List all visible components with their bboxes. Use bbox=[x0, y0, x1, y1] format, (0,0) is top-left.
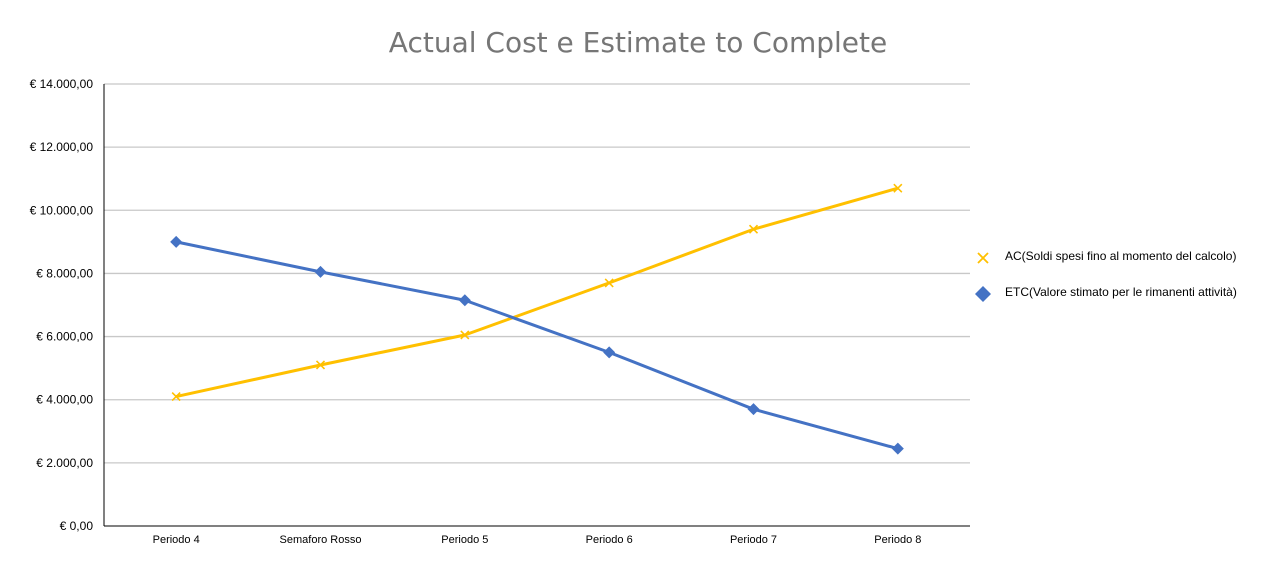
data-point bbox=[747, 403, 760, 416]
data-point bbox=[460, 330, 470, 340]
x-tick-label: Periodo 6 bbox=[586, 534, 633, 546]
data-point bbox=[603, 346, 616, 359]
data-point bbox=[170, 235, 183, 248]
y-tick-label: € 14.000,00 bbox=[30, 77, 94, 91]
series-group bbox=[170, 183, 904, 455]
y-tick-label: € 2.000,00 bbox=[36, 456, 93, 470]
legend-label: ETC(Valore stimato per le rimanenti atti… bbox=[1005, 285, 1237, 299]
data-point bbox=[748, 224, 759, 234]
y-tick-label: € 0,00 bbox=[60, 519, 94, 533]
data-point bbox=[891, 442, 904, 455]
y-tick-label: € 12.000,00 bbox=[30, 140, 94, 154]
data-point bbox=[315, 360, 326, 370]
legend-label: AC(Soldi spesi fino al momento del calco… bbox=[1005, 249, 1236, 263]
x-tick-label: Periodo 7 bbox=[730, 534, 777, 546]
x-tick-label: Periodo 4 bbox=[153, 534, 200, 546]
legend-item: AC(Soldi spesi fino al momento del calco… bbox=[977, 249, 1236, 264]
data-point bbox=[893, 183, 903, 193]
legend-marker bbox=[977, 252, 989, 264]
series-1 bbox=[171, 183, 903, 402]
series-line bbox=[175, 240, 899, 451]
y-tick-label: € 8.000,00 bbox=[36, 266, 93, 280]
data-point bbox=[171, 391, 181, 402]
y-tick-label: € 4.000,00 bbox=[36, 393, 93, 407]
data-point bbox=[314, 265, 327, 278]
y-axis-ticks: € 0,00 € 2.000,00 € 4.000,00 € 6.000,00 € 8.… bbox=[30, 77, 94, 533]
data-point bbox=[604, 278, 614, 288]
series-line bbox=[175, 186, 899, 399]
y-tick-label: € 6.000,00 bbox=[36, 330, 93, 344]
x-tick-label: Periodo 5 bbox=[441, 534, 488, 546]
y-tick-label: € 10.000,00 bbox=[30, 203, 94, 217]
chart-title: Actual Cost e Estimate to Complete bbox=[389, 26, 887, 59]
data-point bbox=[458, 294, 471, 307]
x-tick-label: Semaforo Rosso bbox=[280, 534, 362, 546]
legend: AC(Soldi spesi fino al momento del calco… bbox=[975, 249, 1237, 302]
legend-marker bbox=[975, 286, 991, 302]
legend-item: ETC(Valore stimato per le rimanenti atti… bbox=[975, 285, 1237, 302]
gridlines bbox=[103, 83, 970, 527]
series-2 bbox=[170, 235, 904, 455]
x-tick-label: Periodo 8 bbox=[874, 534, 921, 546]
x-axis-ticks: Periodo 4 Semaforo Rosso Periodo 5 Periodo … bbox=[153, 534, 922, 546]
